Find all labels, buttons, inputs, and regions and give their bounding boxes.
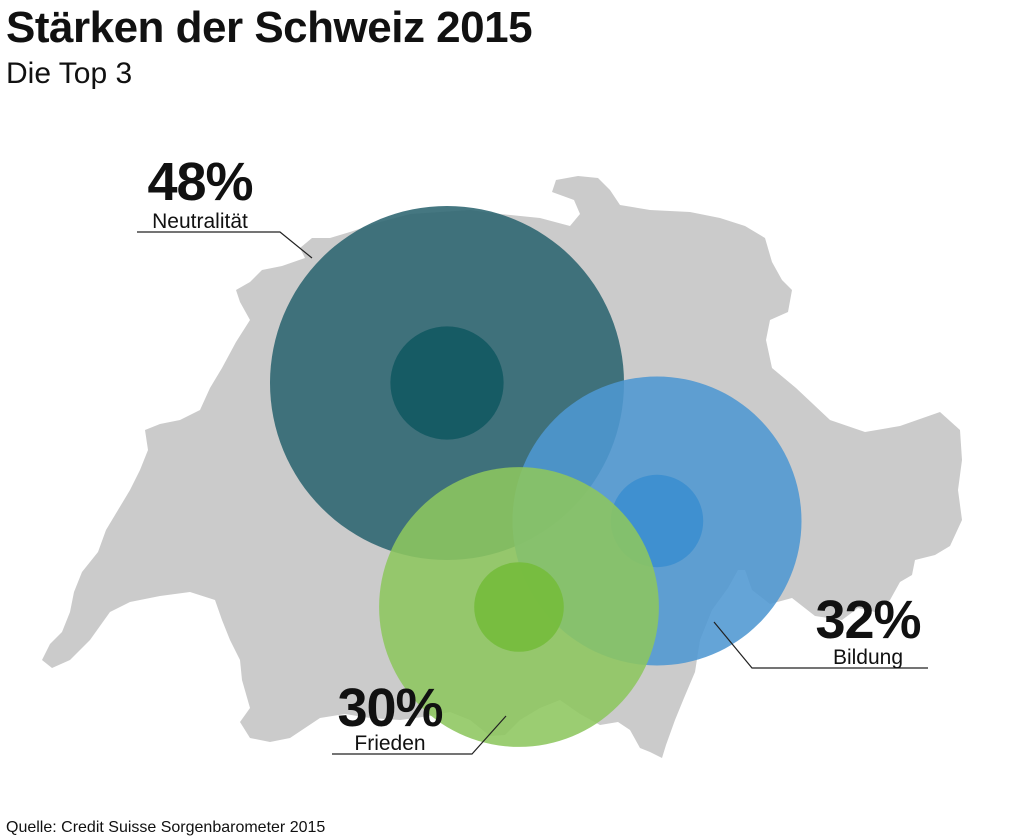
leader-line-neutralitat <box>137 231 313 259</box>
leader-line-bildung <box>713 621 928 669</box>
value-label-frieden: 30% <box>337 678 442 738</box>
bubble-core-neutralitat <box>390 326 504 440</box>
category-label-frieden: Frieden <box>354 732 425 755</box>
labels-layer: 48%Neutralität 32%Bildung 30%Frieden <box>147 152 921 755</box>
category-label-neutralitat: Neutralität <box>152 210 248 233</box>
value-label-neutralitat: 48% <box>147 152 252 212</box>
leader-lines-layer <box>137 231 928 755</box>
leader-line-frieden <box>332 715 507 755</box>
chart-subtitle: Die Top 3 <box>6 57 133 90</box>
bubbles-layer <box>270 206 802 747</box>
category-label-bildung: Bildung <box>833 646 903 669</box>
bubble-core-frieden <box>474 562 564 652</box>
source-note: Quelle: Credit Suisse Sorgenbarometer 20… <box>6 819 326 836</box>
value-label-bildung: 32% <box>815 590 920 650</box>
chart-title: Stärken der Schweiz 2015 <box>6 3 533 52</box>
